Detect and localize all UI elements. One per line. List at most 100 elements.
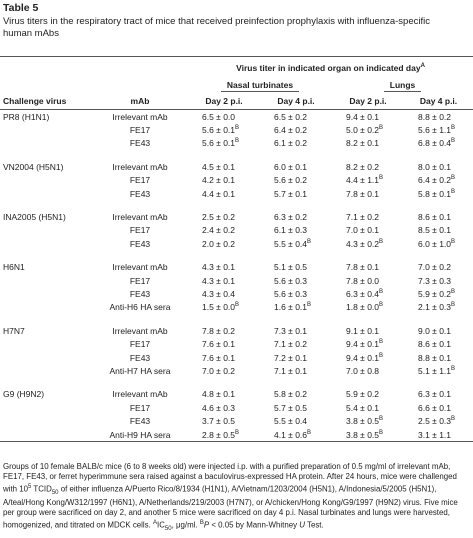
mab-cell: Irrelevant mAb <box>112 389 168 400</box>
titer-note: B <box>379 429 384 436</box>
titer-cell: 7.6 ± 0.1 <box>202 352 236 363</box>
gap-cell <box>0 314 473 324</box>
titer-cell: 7.8 ± 0.2 <box>202 325 236 336</box>
table: Virus titer in indicated organ on indica… <box>0 56 473 443</box>
titer-value: 2.8 ± 0.5 <box>202 429 236 440</box>
mab-cell: FE17 <box>129 275 151 286</box>
titer-cell: 8.6 ± 0.1 <box>418 339 452 350</box>
titer-cell: 9.4 ± 0.1B <box>332 351 404 364</box>
mab-cell: Irrelevant mAb <box>112 262 168 273</box>
titer-cell: 8.2 ± 0.2 <box>346 161 380 172</box>
titer-cell: 5.7 ± 0.5 <box>274 402 308 413</box>
titer-cell: 4.3 ± 0.1 <box>202 275 236 286</box>
mab-cell: Irrelevant mAb <box>112 161 168 172</box>
titer-cell: 8.5 ± 0.1 <box>418 225 452 236</box>
table-row: INA2005 (H5N1) Irrelevant mAb 2.5 ± 0.2 6.3… <box>0 210 473 223</box>
mab-cell: FE43 <box>129 138 151 149</box>
titer-cell: 5.9 ± 0.2B <box>404 287 473 300</box>
titer-note: B <box>307 238 312 245</box>
virus-cell <box>0 174 92 187</box>
titer-note: B <box>451 416 456 423</box>
mab-cell: Anti-H9 HA sera <box>109 429 171 440</box>
mab-cell: Irrelevant mAb <box>112 111 168 122</box>
row-gap <box>0 251 473 261</box>
header-sup: A <box>420 63 425 70</box>
titer-note: B <box>379 416 384 423</box>
titer-note: B <box>451 188 456 195</box>
table-row: PR8 (H1N1) Irrelevant mAb 6.5 ± 0.0 6.5 ± 0… <box>0 110 473 124</box>
titer-cell: 6.3 ± 0.2 <box>274 212 308 223</box>
titer-value: 5.8 ± 0.1 <box>418 188 452 199</box>
titer-cell: 4.6 ± 0.3 <box>202 402 236 413</box>
titer-value: 6.3 ± 0.4 <box>346 288 380 299</box>
virus-cell: PR8 (H1N1) <box>3 111 50 122</box>
mab-cell: FE43 <box>129 416 151 427</box>
titer-cell: 5.6 ± 0.2 <box>274 175 308 186</box>
titer-cell: 6.3 ± 0.1 <box>418 389 452 400</box>
titer-value: 1.5 ± 0.0 <box>202 302 236 313</box>
titer-cell: 6.4 ± 0.2 <box>274 125 308 136</box>
titer-cell: 9.4 ± 0.1 <box>346 111 380 122</box>
table-row: FE17 4.6 ± 0.3 5.7 ± 0.5 5.4 ± 0.1 6.6 ± 0.1 <box>0 401 473 414</box>
titer-cell: 5.1 ± 1.1B <box>404 364 473 377</box>
titer-note: B <box>379 238 384 245</box>
titer-cell: 6.6 ± 0.1 <box>418 402 452 413</box>
titer-note: B <box>307 429 312 436</box>
titer-cell: 9.1 ± 0.1 <box>346 325 380 336</box>
titer-value: 4.3 ± 0.2 <box>346 238 380 249</box>
titer-cell: 2.4 ± 0.2 <box>202 225 236 236</box>
group-header: Virus titer in indicated organ on indica… <box>188 57 473 80</box>
virus-cell <box>0 401 92 414</box>
titer-cell: 3.7 ± 0.5 <box>202 416 236 427</box>
virus-cell: VN2004 (H5N1) <box>3 161 64 172</box>
footnote-text: IC <box>157 520 165 530</box>
footnote-text: , μg/ml. <box>171 520 200 530</box>
footnote-text: Groups of 10 female BALB/c mice (6 to 8 … <box>3 462 457 494</box>
titer-value: 2.1 ± 0.3 <box>418 302 452 313</box>
footnote-sub: 50 <box>164 526 172 533</box>
column-header: Day 4 p.i. <box>260 93 332 110</box>
titer-cell: 6.1 ± 0.3 <box>274 225 308 236</box>
titer-cell: 5.5 ± 0.4 <box>274 416 308 427</box>
titer-cell: 8.2 ± 0.1 <box>346 138 380 149</box>
table-row: G9 (H9N2) Irrelevant mAb 4.8 ± 0.1 5.8 ± 0.… <box>0 388 473 401</box>
gap-cell <box>0 200 473 210</box>
table-title: Table 5 <box>3 2 39 14</box>
titer-cell: 7.1 ± 0.2 <box>346 212 380 223</box>
titer-value: 5.1 ± 1.1 <box>418 365 452 376</box>
organ: Lungs <box>383 80 422 92</box>
virus-cell: G9 (H9N2) <box>3 389 45 400</box>
titer-note: B <box>451 138 456 145</box>
titer-cell: 5.7 ± 0.1 <box>274 188 308 199</box>
gap-cell <box>0 251 473 261</box>
virus-cell <box>0 351 92 364</box>
footnote-text: of either influenza A/Puerto Rico/8/1934… <box>3 484 458 530</box>
table-caption: Virus titers in the respiratory tract of… <box>3 16 430 39</box>
virus-cell <box>0 123 92 136</box>
titer-cell: 2.0 ± 0.2 <box>202 238 236 249</box>
titer-value: 6.0 ± 1.0 <box>418 238 452 249</box>
titer-cell: 3.1 ± 1.1 <box>418 429 452 440</box>
titer-cell: 6.4 ± 0.2B <box>404 174 473 187</box>
table-row: H7N7 Irrelevant mAb 7.8 ± 0.2 7.3 ± 0.1 9.1 … <box>0 324 473 337</box>
titer-cell: 5.6 ± 1.1B <box>404 123 473 136</box>
titer-cell: 6.0 ± 0.1 <box>274 161 308 172</box>
titer-value: 4.4 ± 1.1 <box>346 175 380 186</box>
titer-value: 4.1 ± 0.6 <box>274 429 308 440</box>
mab-cell: FE43 <box>129 238 151 249</box>
virus-cell <box>0 237 92 250</box>
column-header: Day 2 p.i. <box>332 93 404 110</box>
mab-cell: FE17 <box>129 339 151 350</box>
virus-cell <box>0 137 92 150</box>
footnote-sup: B <box>199 520 204 527</box>
titer-note: B <box>235 302 240 309</box>
titer-cell: 4.3 ± 0.4 <box>202 288 236 299</box>
titer-note: B <box>235 429 240 436</box>
titer-value: 5.9 ± 0.2 <box>418 288 452 299</box>
titer-cell: 4.4 ± 0.1 <box>202 188 236 199</box>
virus-cell: INA2005 (H5N1) <box>3 212 66 223</box>
titer-cell: 8.8 ± 0.2 <box>418 111 452 122</box>
titer-note: B <box>451 366 456 373</box>
table-row: H6N1 Irrelevant mAb 4.3 ± 0.1 5.1 ± 0.5 7.8 … <box>0 261 473 274</box>
titer-value: 6.4 ± 0.2 <box>418 175 452 186</box>
